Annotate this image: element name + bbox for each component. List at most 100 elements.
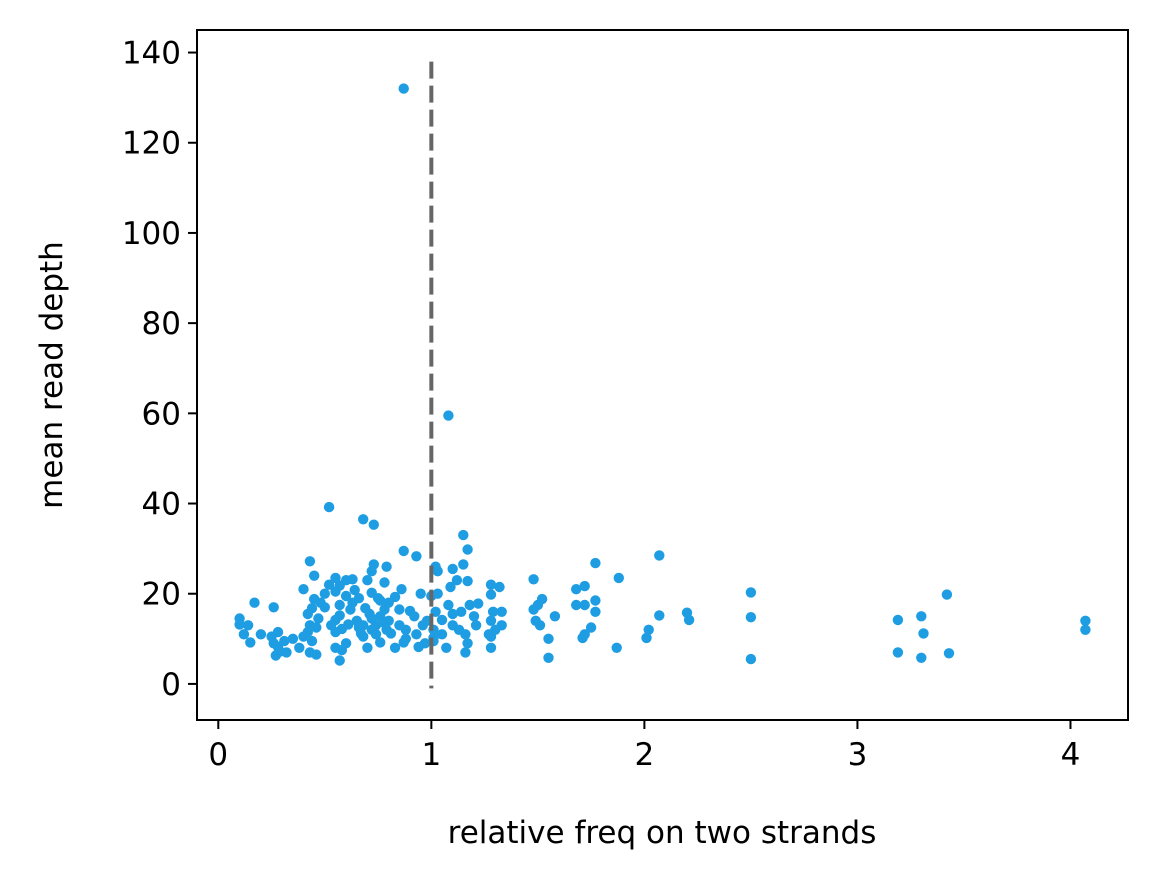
data-point: [270, 650, 281, 661]
data-point: [485, 631, 497, 642]
data-point: [358, 514, 369, 525]
data-point: [306, 635, 318, 647]
data-point: [462, 638, 473, 649]
y-tick-label: 100: [122, 216, 181, 252]
x-tick-label: 1: [421, 737, 441, 773]
data-point: [443, 410, 454, 421]
y-tick-label: 60: [142, 396, 181, 432]
data-point: [585, 622, 597, 633]
data-point: [571, 599, 582, 611]
data-point: [916, 611, 927, 622]
data-point: [549, 611, 561, 622]
data-point: [238, 629, 250, 640]
x-tick-label: 0: [208, 737, 228, 773]
data-point: [375, 637, 386, 648]
data-point: [345, 604, 356, 615]
data-point: [396, 584, 407, 595]
data-point: [358, 631, 369, 642]
data-point: [336, 644, 348, 656]
data-point: [892, 614, 904, 626]
data-point: [590, 606, 601, 617]
data-point: [447, 608, 458, 620]
data-point: [458, 559, 469, 570]
data-point: [543, 652, 554, 663]
data-point: [379, 577, 390, 588]
data-point: [918, 628, 929, 639]
data-point: [245, 637, 256, 648]
data-point: [654, 550, 665, 561]
y-tick-label: 80: [142, 306, 181, 342]
data-point: [294, 642, 305, 653]
data-point: [319, 588, 330, 599]
data-point: [311, 622, 322, 633]
data-point: [362, 575, 373, 586]
data-point: [496, 606, 507, 617]
data-point: [654, 610, 665, 621]
data-point: [368, 519, 379, 530]
data-point: [432, 566, 443, 577]
data-point: [462, 575, 473, 587]
data-point: [485, 642, 497, 653]
data-point: [375, 595, 386, 606]
data-point: [445, 581, 456, 593]
data-point: [323, 579, 335, 590]
data-point: [487, 606, 499, 617]
data-point: [298, 631, 309, 642]
x-axis-label: relative freq on two strands: [448, 815, 877, 851]
data-point: [611, 642, 622, 653]
data-point: [298, 584, 309, 595]
data-point: [745, 587, 757, 598]
data-point: [366, 566, 377, 577]
data-point: [460, 629, 471, 640]
data-point: [398, 545, 409, 557]
data-point: [441, 642, 452, 653]
data-point: [268, 602, 279, 613]
data-point: [534, 620, 546, 631]
data-point: [892, 647, 904, 658]
data-point: [613, 572, 624, 584]
x-tick-label: 2: [635, 737, 655, 773]
data-point: [313, 613, 324, 624]
data-point: [370, 629, 382, 640]
data-point: [1080, 615, 1091, 626]
y-tick-label: 40: [142, 487, 181, 523]
data-point: [941, 589, 953, 600]
data-point: [528, 604, 539, 615]
data-point: [362, 642, 373, 653]
data-point: [302, 608, 313, 620]
data-point: [443, 599, 454, 611]
data-point: [485, 579, 497, 590]
data-point: [543, 633, 554, 644]
data-points: [234, 83, 1091, 666]
data-point: [643, 624, 654, 635]
data-point: [394, 604, 405, 615]
data-point: [485, 589, 497, 600]
data-point: [347, 574, 358, 585]
data-point: [468, 611, 480, 622]
data-point: [385, 628, 397, 639]
data-point: [528, 574, 539, 585]
data-point: [432, 588, 443, 599]
data-point: [451, 575, 463, 586]
data-point: [683, 614, 695, 626]
y-tick-label: 140: [122, 36, 181, 72]
data-point: [473, 598, 484, 609]
data-point: [590, 557, 601, 569]
data-point: [398, 637, 409, 648]
x-tick-label: 3: [848, 737, 868, 773]
data-point: [330, 586, 341, 597]
data-point: [304, 556, 316, 567]
data-point: [319, 602, 330, 613]
data-point: [436, 614, 448, 626]
data-point: [417, 620, 428, 631]
data-point: [1080, 624, 1091, 635]
data-point: [381, 561, 392, 572]
data-point: [485, 615, 497, 626]
data-point: [464, 599, 475, 611]
data-point: [470, 620, 482, 631]
data-point: [323, 501, 335, 513]
data-point: [462, 544, 473, 555]
data-point: [255, 629, 267, 640]
